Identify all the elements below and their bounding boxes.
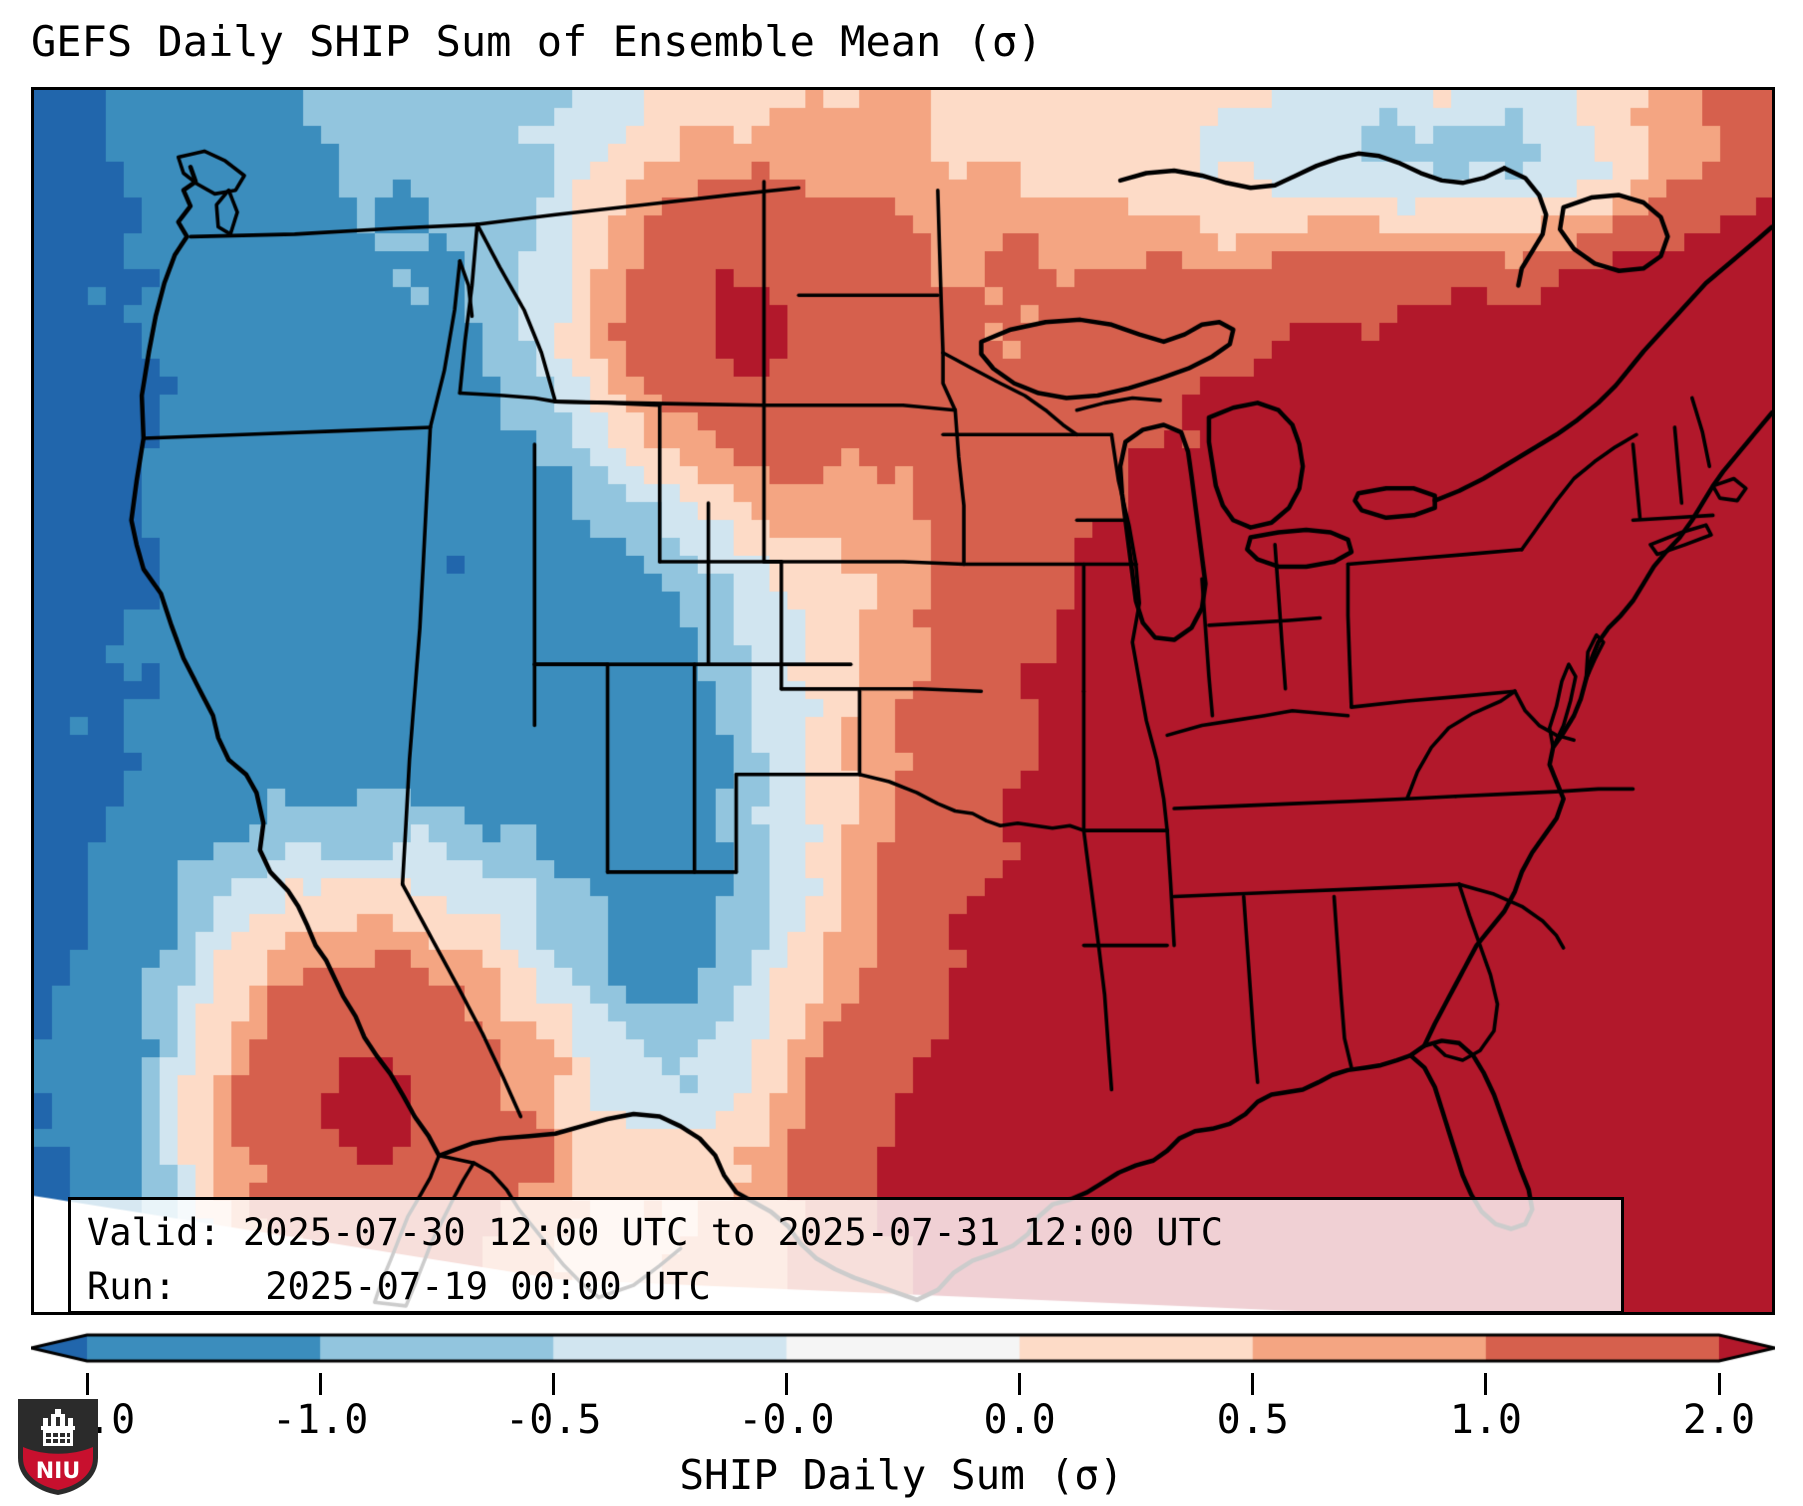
colorbar-gradient (31, 1327, 1775, 1373)
map-plot-area: Valid: 2025-07-30 12:00 UTC to 2025-07-3… (31, 87, 1775, 1315)
colorbar-tick (551, 1373, 555, 1395)
annotation-valid-line: Valid: 2025-07-30 12:00 UTC to 2025-07-3… (87, 1211, 1224, 1254)
annotation-run-line: Run: 2025-07-19 00:00 UTC (87, 1265, 711, 1308)
colorbar-tick (1717, 1373, 1721, 1395)
colorbar-tick-label: -1.0 (271, 1397, 369, 1443)
colorbar-tick-labels: -2.0-1.0-0.5-0.00.00.51.02.0 (0, 1392, 1803, 1448)
valid-run-annotation-box: Valid: 2025-07-30 12:00 UTC to 2025-07-3… (68, 1197, 1624, 1312)
colorbar-tick (1484, 1373, 1488, 1395)
page-title: GEFS Daily SHIP Sum of Ensemble Mean (σ) (31, 17, 1043, 66)
colorbar-tick-label: 2.0 (1682, 1397, 1756, 1443)
colorbar-ticks (31, 1373, 1775, 1395)
colorbar (31, 1327, 1775, 1373)
niu-shield-logo: NIU (18, 1399, 98, 1495)
colorbar-axis-label: SHIP Daily Sum (σ) (679, 1451, 1124, 1499)
colorbar-tick (784, 1373, 788, 1395)
colorbar-tick (318, 1373, 322, 1395)
colorbar-tick-label: -0.5 (505, 1397, 602, 1443)
colorbar-tick-label: 1.0 (1449, 1397, 1522, 1443)
ship-anomaly-heatmap (34, 90, 1772, 1312)
colorbar-tick-label: 0.0 (983, 1397, 1056, 1443)
colorbar-tick (1251, 1373, 1255, 1395)
colorbar-tick (1018, 1373, 1022, 1395)
colorbar-tick (85, 1373, 89, 1395)
niu-logo-text: NIU (36, 1459, 80, 1484)
colorbar-tick-label: -0.0 (738, 1397, 835, 1443)
colorbar-tick-label: 0.5 (1216, 1397, 1289, 1443)
